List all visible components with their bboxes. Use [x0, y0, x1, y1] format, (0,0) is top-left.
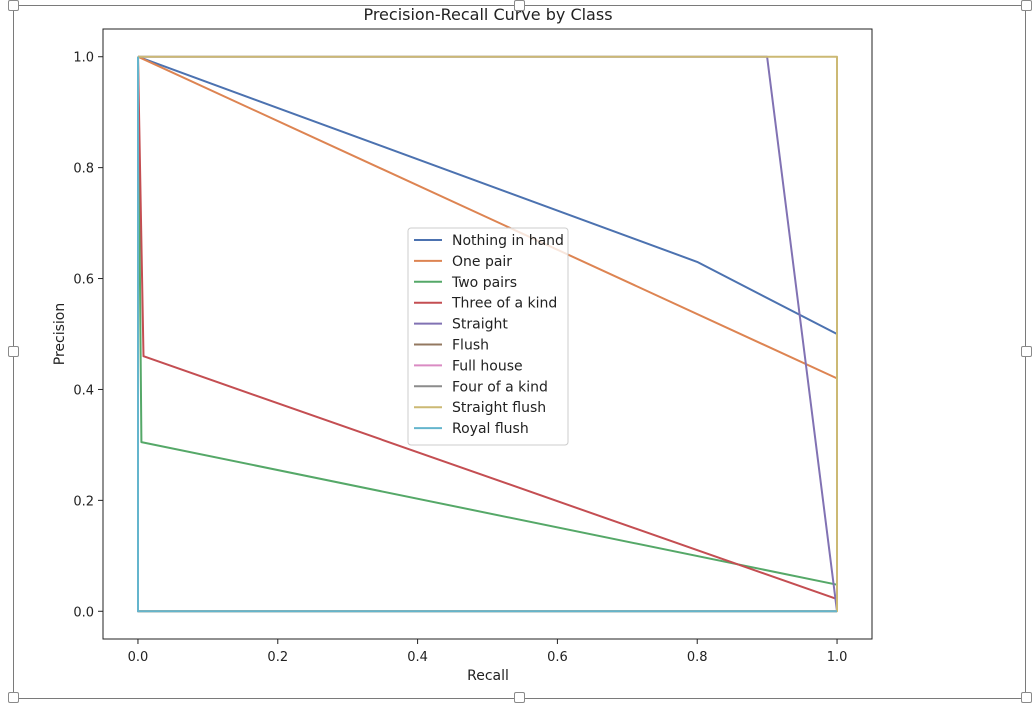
legend-label: Straight [452, 317, 508, 333]
x-tick-label: 1.0 [827, 650, 848, 665]
legend-label: One pair [452, 254, 512, 270]
legend: Nothing in hand One pair Two pairs Three of… [407, 227, 569, 446]
x-tick-label: 0.8 [687, 650, 708, 665]
legend-label: Two pairs [451, 275, 517, 291]
x-axis-label: Recall [467, 668, 509, 684]
y-axis-label: Precision [52, 303, 68, 365]
resize-handle-top-left[interactable] [8, 0, 19, 11]
y-tick-label: 1.0 [73, 51, 94, 66]
y-tick-label: 0.6 [73, 273, 94, 288]
y-tick-label: 0.0 [73, 605, 94, 620]
chart-title: Precision-Recall Curve by Class [363, 5, 612, 24]
legend-label: Straight flush [452, 400, 546, 416]
plot-area-frame [102, 28, 873, 640]
ticks-layer: 0.0 0.2 0.4 0.6 0.8 1.0 0.0 0.2 0.4 0.6 0.8 1.0 [73, 51, 847, 665]
x-tick-label: 0.6 [547, 650, 568, 665]
x-tick-label: 0.0 [128, 650, 149, 665]
y-tick-label: 0.4 [73, 383, 94, 398]
legend-label: Three of a kind [451, 296, 557, 312]
y-tick-label: 0.8 [73, 162, 94, 177]
x-tick-label: 0.2 [267, 650, 288, 665]
legend-label: Four of a kind [452, 379, 548, 395]
series-layer [137, 55, 838, 613]
legend-label: Nothing in hand [452, 233, 564, 249]
legend-label: Flush [452, 338, 489, 354]
resize-handle-middle-left[interactable] [8, 346, 19, 357]
legend-box [407, 227, 569, 446]
series-line-9 [137, 56, 837, 613]
resize-handle-top-center[interactable] [514, 0, 525, 11]
legend-label: Full house [452, 358, 523, 374]
y-tick-label: 0.2 [73, 494, 94, 509]
legend-label: Royal flush [452, 421, 529, 437]
x-tick-label: 0.4 [407, 650, 428, 665]
